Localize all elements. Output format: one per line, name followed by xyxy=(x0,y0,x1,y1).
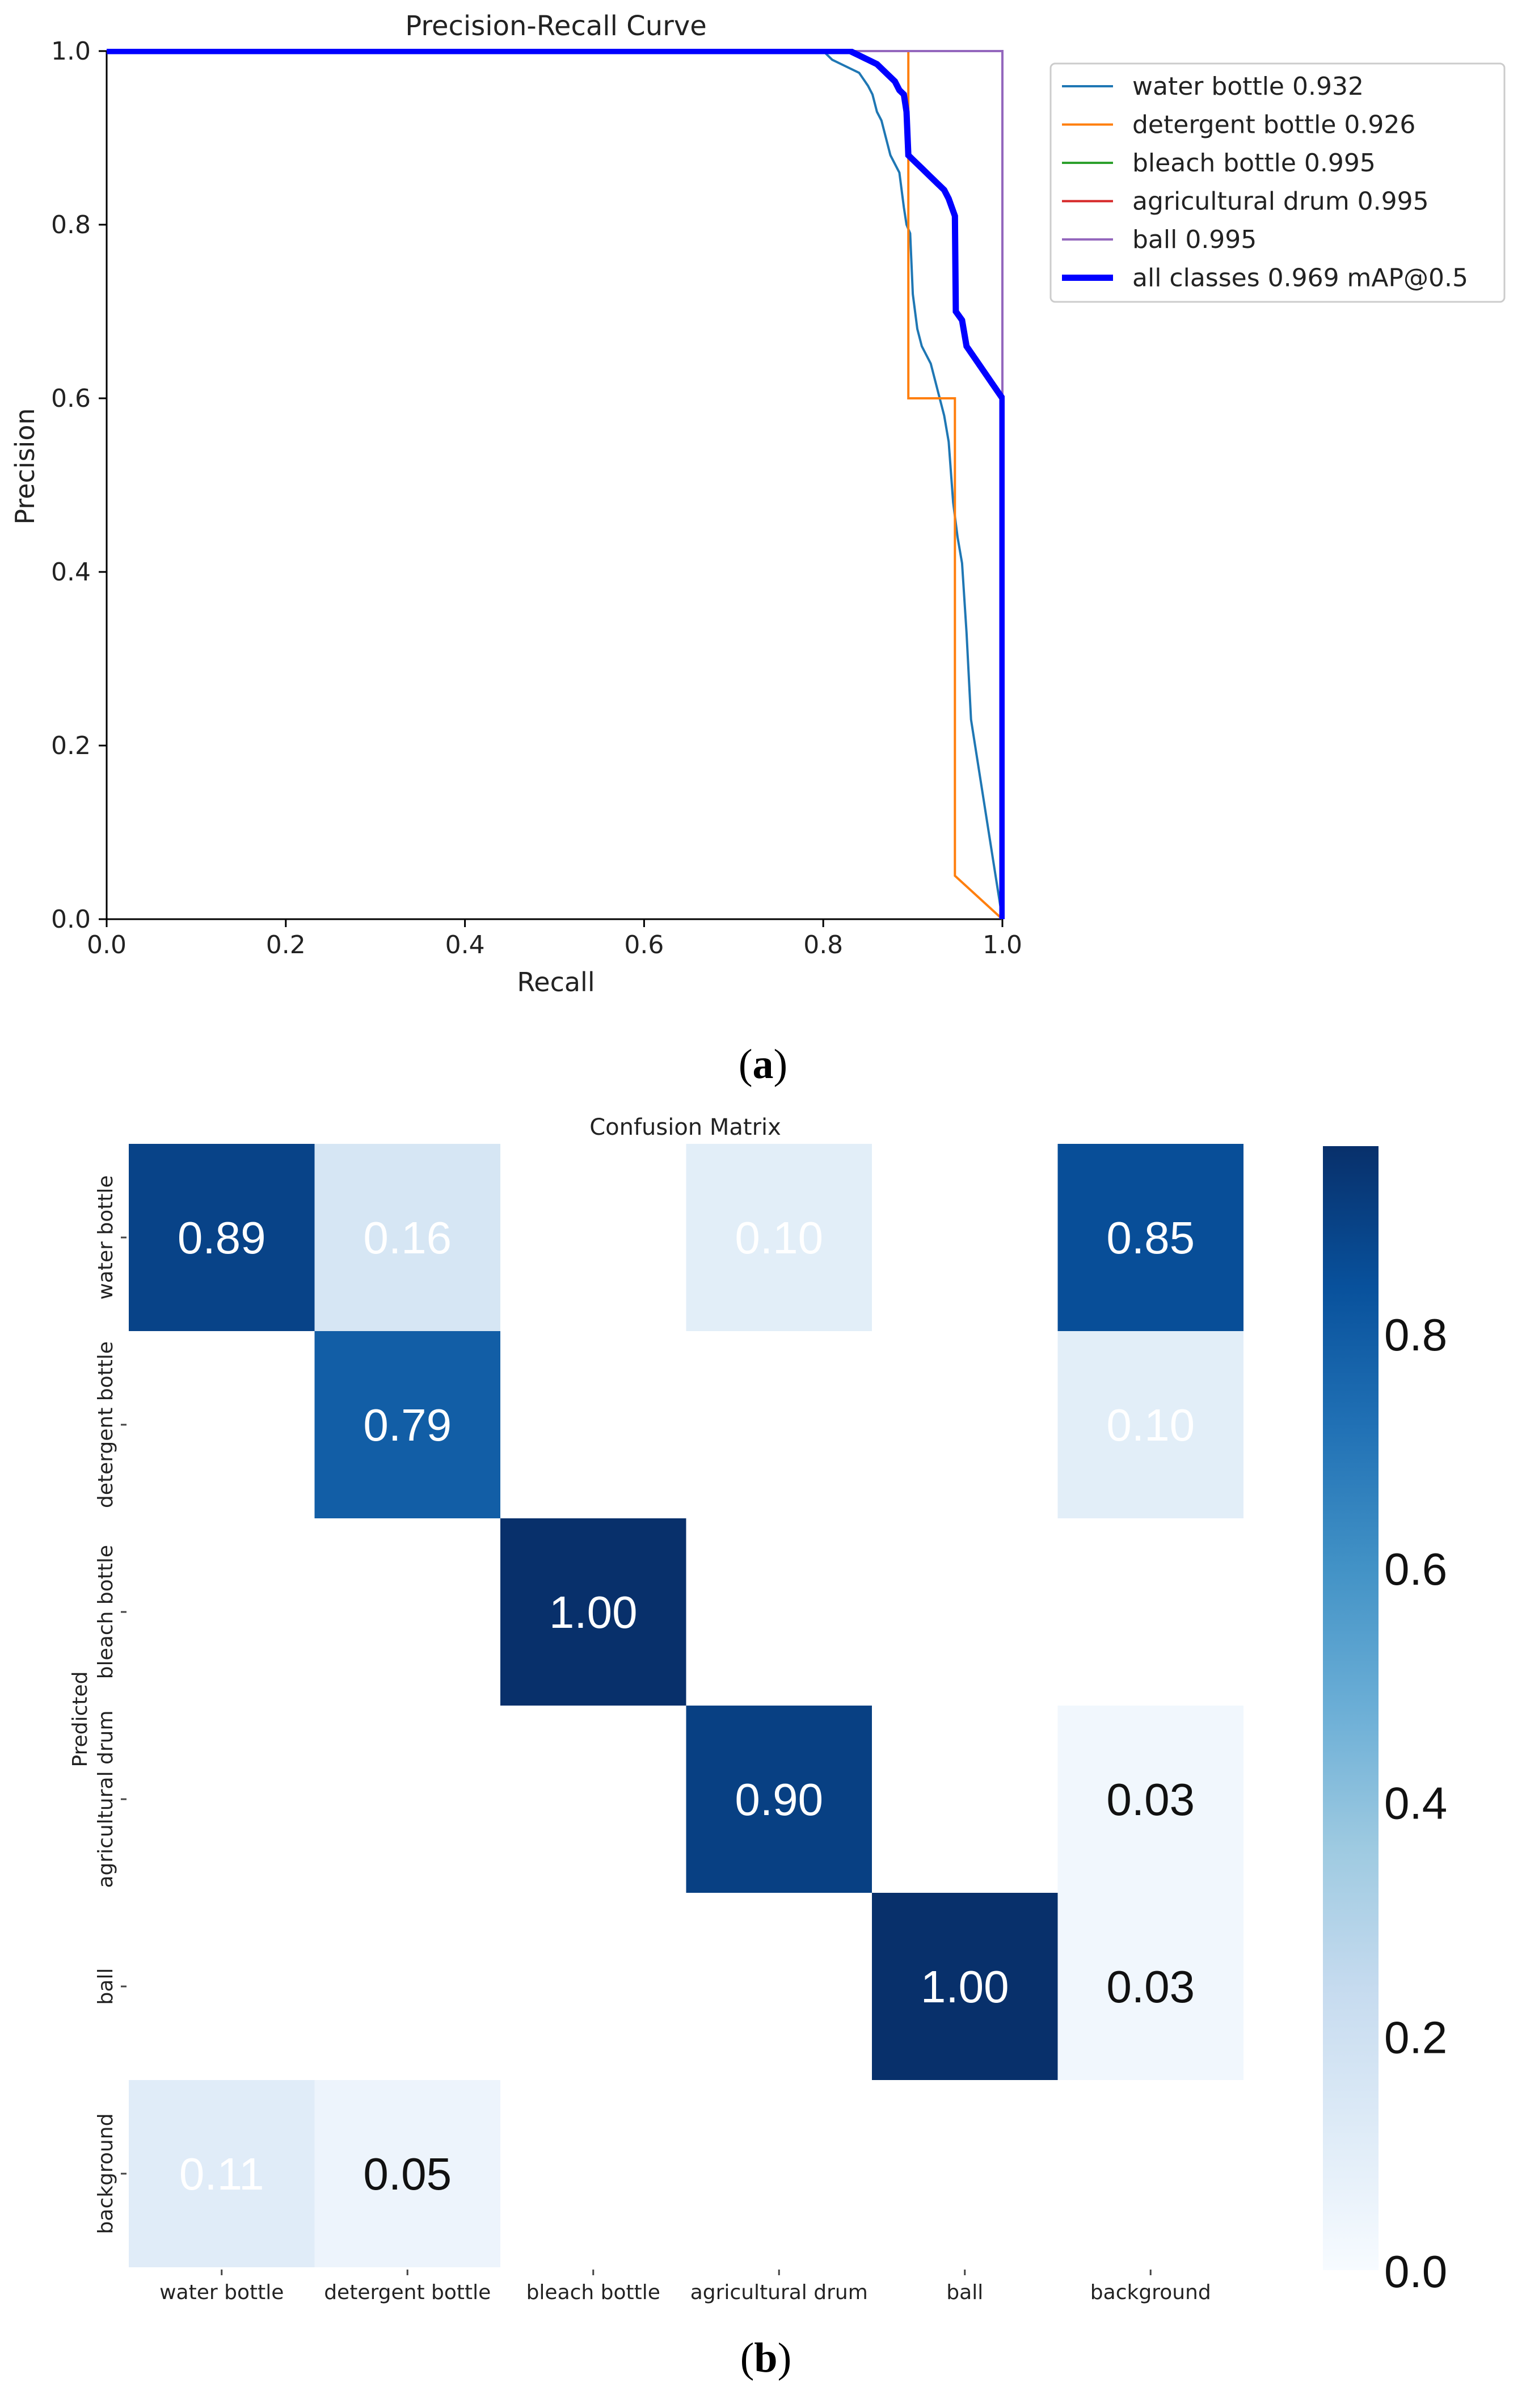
pr-ytick-label: 0.4 xyxy=(51,558,91,587)
cm-row-label: bleach bottle xyxy=(94,1545,117,1679)
cm-colorbar-tick-label: 0.8 xyxy=(1384,1310,1447,1360)
cm-cell-water-bottle-agricultural-drum xyxy=(686,1144,872,1331)
cm-cell-water-bottle-background xyxy=(1057,1144,1243,1331)
pr-legend-entry: agricultural drum 0.995 xyxy=(1132,187,1429,216)
cm-cell-value: 0.79 xyxy=(363,1400,452,1450)
pr-legend-entry: bleach bottle 0.995 xyxy=(1132,149,1376,178)
pr-series-bleach-bottle xyxy=(107,50,1004,919)
cm-cell-value: 0.16 xyxy=(363,1213,452,1263)
pr-legend-entry: all classes 0.969 mAP@0.5 xyxy=(1132,264,1468,293)
cm-colorbar-tick-label: 0.6 xyxy=(1384,1544,1447,1594)
cm-col-label: agricultural drum xyxy=(690,2281,868,2304)
panel-b-label: (b) xyxy=(740,2335,791,2381)
cm-row-labels: water bottle detergent bottle bleach bottl… xyxy=(94,1175,127,2234)
cm-cell-value: 1.00 xyxy=(549,1587,638,1637)
pr-ytick-label: 0.8 xyxy=(51,211,91,239)
panel-a-label: (a) xyxy=(739,1041,787,1088)
pr-ylabel: Precision xyxy=(10,408,40,524)
cm-title: Confusion Matrix xyxy=(589,1114,781,1140)
pr-axis-ticks: 0.0 0.2 0.4 0.6 0.8 1.0 0.0 0.2 0.4 0.6 0.8 1.0 xyxy=(51,37,1022,959)
cm-colorbar-gradient xyxy=(1323,1146,1379,2270)
cm-row-label: background xyxy=(94,2114,117,2234)
pr-ytick-label: 0.2 xyxy=(51,731,91,760)
cm-cell-agricultural-drum-background xyxy=(1057,1706,1243,1893)
cm-cell-value: 1.00 xyxy=(921,1961,1009,2012)
cm-colorbar-tick-label: 0.0 xyxy=(1384,2246,1447,2297)
cm-cell-detergent-bottle-background xyxy=(1057,1331,1243,1518)
cm-cell-background-water-bottle xyxy=(129,2080,315,2267)
cm-cell-water-bottle-water-bottle xyxy=(129,1144,315,1331)
pr-xtick-label: 0.0 xyxy=(87,931,127,959)
pr-series-detergent-bottle xyxy=(107,50,1004,920)
pr-ytick-label: 0.6 xyxy=(51,384,91,413)
cm-cell-value: 0.03 xyxy=(1106,1774,1195,1825)
cm-col-label: background xyxy=(1090,2281,1211,2304)
cm-row-label: water bottle xyxy=(94,1175,117,1299)
cm-col-label: bleach bottle xyxy=(526,2281,660,2304)
pr-plot-frame xyxy=(106,50,1004,920)
cm-col-label: detergent bottle xyxy=(324,2281,491,2304)
cm-cell-value: 0.90 xyxy=(735,1774,823,1825)
pr-ytick-label: 1.0 xyxy=(51,37,91,66)
pr-xtick-label: 0.6 xyxy=(624,931,664,959)
pr-legend-entry: water bottle 0.932 xyxy=(1132,72,1364,101)
cm-col-labels: water bottle detergent bottle bleach bottl… xyxy=(159,2270,1211,2304)
confusion-matrix-panel: Confusion Matrix 0.89 0.16 0.10 0.85 0.79 0.1… xyxy=(69,1114,1447,2381)
cm-colorbar: 0.0 0.2 0.4 0.6 0.8 xyxy=(1323,1146,1447,2297)
cm-cell-ball-ball xyxy=(872,1893,1058,2080)
pr-ytick-label: 0.0 xyxy=(51,905,91,934)
cm-col-label: ball xyxy=(946,2281,983,2304)
cm-colorbar-tick-label: 0.4 xyxy=(1384,1778,1447,1829)
cm-row-label: agricultural drum xyxy=(94,1710,117,1888)
pr-xlabel: Recall xyxy=(517,967,595,997)
cm-cell-value: 0.85 xyxy=(1106,1213,1195,1263)
cm-cell-water-bottle-detergent-bottle xyxy=(314,1144,500,1331)
cm-cell-value: 0.03 xyxy=(1106,1961,1195,2012)
cm-cell-value: 0.89 xyxy=(178,1213,266,1263)
pr-xtick-label: 0.8 xyxy=(803,931,843,959)
cm-row-label: ball xyxy=(94,1968,117,2005)
cm-cell-value: 0.05 xyxy=(363,2149,452,2199)
pr-series-ball xyxy=(107,50,1004,919)
cm-cell-ball-background xyxy=(1057,1893,1243,2080)
cm-cells: 0.89 0.16 0.10 0.85 0.79 0.10 1.00 0.90 0.03 1.00… xyxy=(129,1144,1243,2267)
cm-cell-agricultural-drum-agricultural-drum xyxy=(686,1706,872,1893)
pr-legend-entry: detergent bottle 0.926 xyxy=(1132,111,1415,140)
cm-cell-value: 0.10 xyxy=(1106,1400,1195,1450)
pr-legend-entry: ball 0.995 xyxy=(1132,225,1257,254)
cm-row-label: detergent bottle xyxy=(94,1341,117,1508)
pr-xtick-label: 1.0 xyxy=(983,931,1022,959)
pr-title: Precision-Recall Curve xyxy=(405,10,707,42)
cm-cell-value: 0.10 xyxy=(735,1213,823,1263)
cm-col-label: water bottle xyxy=(159,2281,284,2304)
cm-cell-detergent-bottle-detergent-bottle xyxy=(314,1331,500,1518)
pr-series-water-bottle xyxy=(107,50,1004,920)
cm-colorbar-tick-label: 0.2 xyxy=(1384,2012,1447,2062)
cm-cell-background-detergent-bottle xyxy=(314,2080,500,2267)
cm-ylabel: Predicted xyxy=(69,1672,92,1767)
pr-series-agricultural-drum xyxy=(107,50,1004,919)
pr-xtick-label: 0.2 xyxy=(266,931,306,959)
cm-cell-bleach-bottle-bleach-bottle xyxy=(500,1518,686,1706)
cm-cell-value: 0.11 xyxy=(179,2149,264,2199)
pr-series-all-classes xyxy=(107,49,1005,919)
pr-curve-panel: Precision-Recall Curve 0.0 0.2 0.4 0.6 0.8 1.… xyxy=(10,10,1506,1088)
pr-xtick-label: 0.4 xyxy=(445,931,485,959)
pr-legend: water bottle 0.932 detergent bottle 0.926… xyxy=(1049,62,1506,303)
pr-legend-box xyxy=(1049,62,1506,303)
